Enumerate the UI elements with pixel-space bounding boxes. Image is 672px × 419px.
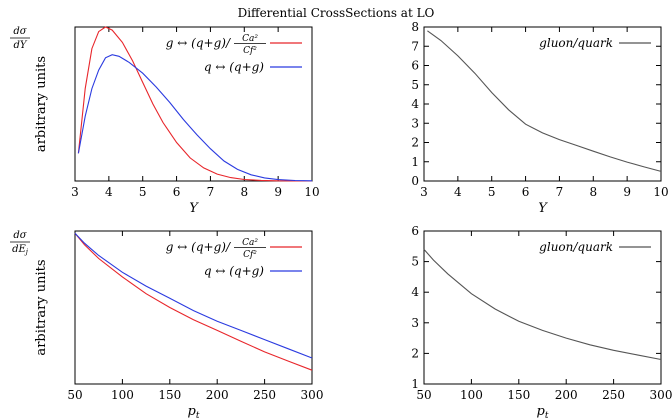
legend-label: gluon/quark — [539, 240, 613, 254]
x-tick-label: 9 — [274, 185, 282, 199]
series-line — [74, 232, 313, 359]
y-tick-label: 8 — [411, 20, 419, 34]
corner-label-denominator: dY — [13, 40, 27, 51]
x-tick-label: 5 — [139, 185, 147, 199]
x-tick-label: 100 — [111, 388, 134, 402]
y-tick-label: 3 — [411, 116, 419, 130]
x-tick-label: 10 — [653, 185, 668, 199]
plot-frame — [423, 26, 662, 182]
x-tick-label: 3 — [71, 185, 79, 199]
x-tick-label: 200 — [206, 388, 229, 402]
corner-label-denominator: dEj — [12, 244, 29, 256]
y-tick-label: 6 — [411, 59, 419, 73]
x-tick-label: 9 — [623, 185, 631, 199]
y-tick-label: 0 — [411, 174, 419, 188]
y-tick-label: 1 — [411, 155, 419, 169]
series-line — [77, 54, 313, 182]
legend-fraction-denominator: Cf² — [243, 46, 257, 56]
x-tick-label: 50 — [67, 388, 82, 402]
y-axis-label: arbitrary units — [34, 259, 49, 355]
x-tick-label: 4 — [105, 185, 113, 199]
y-tick-label: 4 — [411, 97, 419, 111]
y-tick-label: 1 — [411, 377, 419, 391]
x-axis-label: pt — [537, 404, 549, 419]
legend-label: gluon/quark — [539, 36, 613, 50]
legend-fraction-denominator: Cf² — [243, 250, 257, 260]
series-line — [427, 30, 662, 172]
figure-title: Differential CrossSections at LO — [237, 6, 435, 20]
x-tick-label: 4 — [454, 185, 462, 199]
x-tick-label: 250 — [602, 388, 625, 402]
legend-label: g ↔ (q+g)/ — [166, 36, 232, 50]
x-tick-label: 10 — [304, 185, 319, 199]
legend-label: q ↔ (q+g) — [204, 60, 264, 74]
y-tick-label: 5 — [411, 255, 419, 269]
legend-fraction-numerator: Ca² — [242, 238, 258, 248]
x-tick-label: 200 — [555, 388, 578, 402]
y-tick-label: 2 — [411, 136, 419, 150]
corner-label-numerator: dσ — [13, 26, 27, 37]
x-axis-label: pt — [188, 404, 200, 419]
x-tick-label: 6 — [173, 185, 181, 199]
y-tick-label: 6 — [411, 224, 419, 238]
y-tick-label: 7 — [411, 39, 419, 53]
x-axis-label: Y — [189, 201, 199, 216]
x-tick-label: 50 — [416, 388, 431, 402]
x-tick-label: 7 — [556, 185, 564, 199]
plot-frame — [74, 230, 313, 385]
x-tick-label: 6 — [522, 185, 530, 199]
x-tick-label: 8 — [240, 185, 248, 199]
series-line — [77, 26, 313, 182]
legend-fraction-numerator: Ca² — [242, 34, 258, 44]
x-tick-label: 150 — [507, 388, 530, 402]
x-tick-label: 300 — [650, 388, 672, 402]
y-axis-label: arbitrary units — [34, 56, 49, 152]
legend-label: g ↔ (q+g)/ — [166, 240, 232, 254]
x-axis-label: Y — [538, 201, 548, 216]
x-tick-label: 250 — [253, 388, 276, 402]
series-line — [74, 232, 313, 371]
x-tick-label: 3 — [420, 185, 428, 199]
x-tick-label: 300 — [301, 388, 324, 402]
x-tick-label: 8 — [589, 185, 597, 199]
y-tick-label: 5 — [411, 78, 419, 92]
x-tick-label: 7 — [207, 185, 215, 199]
x-tick-label: 100 — [460, 388, 483, 402]
corner-label-numerator: dσ — [13, 230, 27, 241]
y-tick-label: 2 — [411, 346, 419, 360]
plot-frame — [423, 230, 662, 385]
y-tick-label: 3 — [411, 316, 419, 330]
x-tick-label: 5 — [488, 185, 496, 199]
legend-label: q ↔ (q+g) — [204, 264, 264, 278]
x-tick-label: 150 — [158, 388, 181, 402]
series-line — [423, 249, 662, 361]
y-tick-label: 4 — [411, 285, 419, 299]
plot-frame — [74, 26, 313, 182]
